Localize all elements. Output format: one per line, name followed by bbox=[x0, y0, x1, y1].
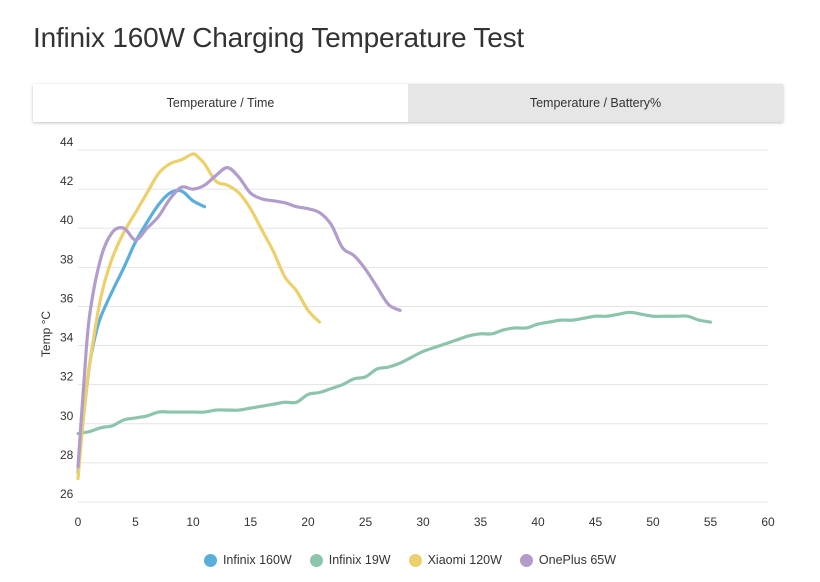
legend-dot-icon bbox=[519, 553, 533, 567]
series-line-xiaomi-120w bbox=[76, 152, 322, 481]
x-axis-ticks: 0 5 10 15 20 25 30 35 40 45 50 55 60 bbox=[75, 515, 775, 529]
y-axis-label: Temp °C bbox=[39, 311, 53, 357]
y-axis-ticks: 26 28 30 32 34 36 38 40 42 44 bbox=[60, 135, 74, 501]
tab-bar: Temperature / Time Temperature / Battery… bbox=[33, 84, 783, 122]
y-tick-label: 32 bbox=[60, 370, 74, 384]
legend-dot-icon bbox=[309, 553, 323, 567]
y-tick-label: 40 bbox=[60, 213, 74, 227]
y-tick-label: 36 bbox=[60, 291, 74, 305]
legend-label: Xiaomi 120W bbox=[427, 553, 502, 567]
legend-item-oneplus-65w[interactable]: OnePlus 65W bbox=[519, 553, 617, 567]
legend-item-infinix-160w[interactable]: Infinix 160W bbox=[203, 553, 292, 567]
grid-lines bbox=[78, 149, 768, 503]
x-tick-label: 30 bbox=[416, 515, 430, 529]
legend-dot-icon bbox=[408, 553, 422, 567]
y-tick-label: 42 bbox=[60, 174, 74, 188]
legend-label: Infinix 160W bbox=[222, 553, 292, 567]
y-tick-label: 34 bbox=[60, 331, 74, 345]
y-tick-label: 44 bbox=[60, 135, 74, 149]
legend-label: OnePlus 65W bbox=[538, 553, 617, 567]
x-tick-label: 15 bbox=[244, 515, 258, 529]
x-tick-label: 20 bbox=[301, 515, 315, 529]
series-lines bbox=[76, 152, 713, 481]
x-tick-label: 5 bbox=[132, 515, 139, 529]
page-title: Infinix 160W Charging Temperature Test bbox=[33, 22, 524, 53]
series-line-oneplus-65w bbox=[76, 166, 402, 469]
legend-item-xiaomi-120w[interactable]: Xiaomi 120W bbox=[408, 553, 502, 567]
y-tick-label: 26 bbox=[60, 487, 74, 501]
x-tick-label: 10 bbox=[186, 515, 200, 529]
x-tick-label: 0 bbox=[75, 515, 82, 529]
tab-temperature-battery[interactable]: Temperature / Battery% bbox=[408, 84, 783, 122]
y-tick-label: 38 bbox=[60, 252, 74, 266]
x-tick-label: 60 bbox=[761, 515, 775, 529]
x-tick-label: 55 bbox=[704, 515, 718, 529]
legend: Infinix 160W Infinix 19W Xiaomi 120W OnePlu… bbox=[0, 553, 820, 567]
x-tick-label: 40 bbox=[531, 515, 545, 529]
tab-temperature-time[interactable]: Temperature / Time bbox=[33, 84, 408, 122]
x-tick-label: 35 bbox=[474, 515, 488, 529]
y-tick-label: 28 bbox=[60, 448, 74, 462]
legend-item-infinix-19w[interactable]: Infinix 19W bbox=[309, 553, 391, 567]
x-tick-label: 50 bbox=[646, 515, 660, 529]
x-tick-label: 25 bbox=[359, 515, 373, 529]
y-tick-label: 30 bbox=[60, 409, 74, 423]
series-line-infinix-19w bbox=[76, 310, 713, 436]
x-tick-label: 45 bbox=[589, 515, 603, 529]
legend-label: Infinix 19W bbox=[328, 553, 391, 567]
line-chart: 26 28 30 32 34 36 38 40 42 44 0 5 10 15 20 25 30 35 40 45 5… bbox=[39, 135, 775, 529]
legend-dot-icon bbox=[203, 553, 217, 567]
